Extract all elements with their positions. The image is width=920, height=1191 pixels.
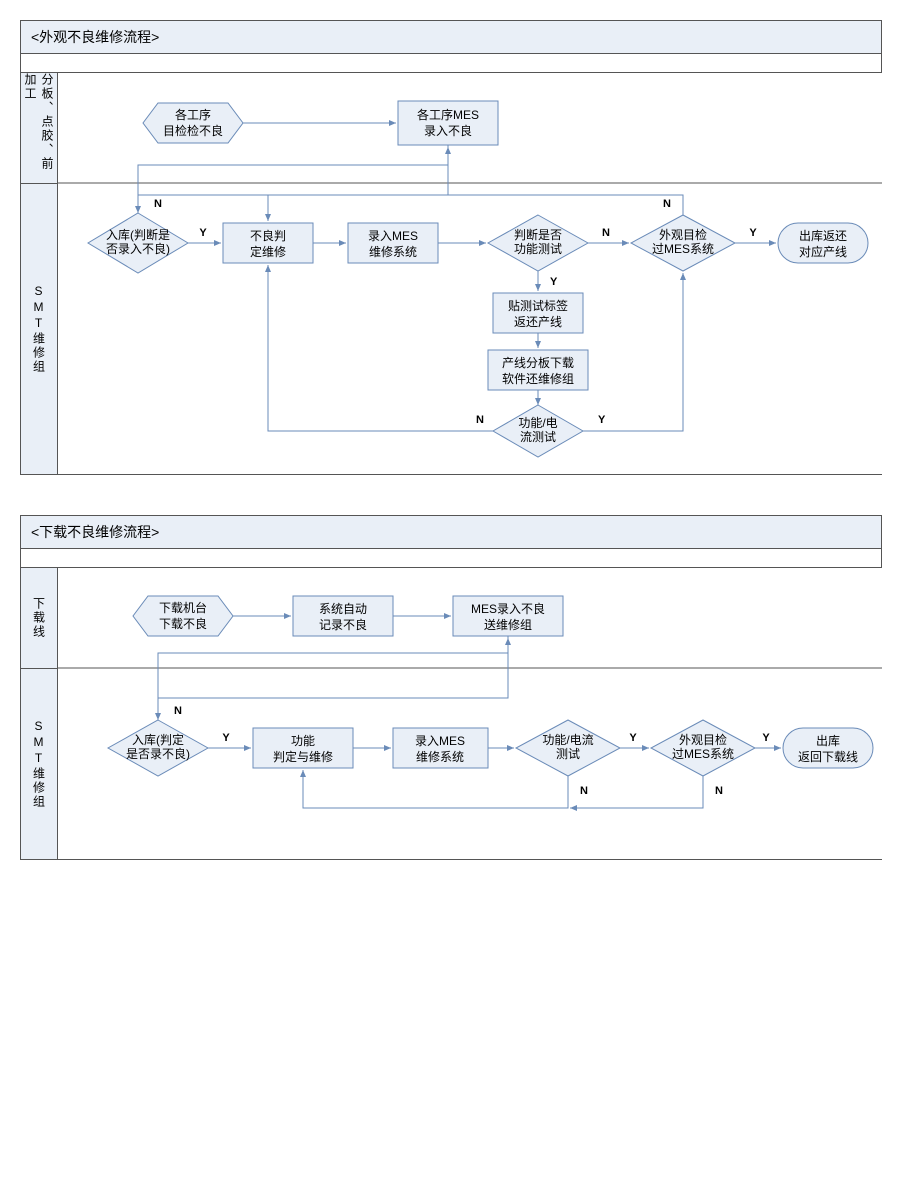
svg-text:测试: 测试 [556, 746, 580, 761]
svg-text:功能测试: 功能测试 [514, 241, 562, 256]
node-m3: MES录入不良 送维修组 [453, 596, 563, 636]
svg-text:录入MES: 录入MES [368, 229, 418, 243]
svg-text:不良判: 不良判 [250, 228, 286, 243]
svg-text:过MES系统: 过MES系统 [672, 747, 734, 761]
svg-text:维修系统: 维修系统 [369, 244, 417, 259]
node-m7: 功能/电流 测试 [516, 720, 620, 776]
flowchart-appearance-defect: <外观不良维修流程> 分板、点胶、前加工 SMT维修组 各工序 [20, 20, 882, 475]
svg-text:软件还维修组: 软件还维修组 [502, 371, 574, 386]
svg-text:N: N [174, 705, 182, 717]
svg-text:N: N [663, 198, 671, 210]
svg-text:N: N [602, 227, 610, 239]
flowchart-download-defect: <下载不良维修流程> 下载线 SMT维修组 下载机台 下载不良 [20, 515, 882, 860]
svg-text:外观目检: 外观目检 [679, 732, 727, 747]
node-n3: 入库(判断是 否录入不良) [88, 213, 188, 273]
svg-text:功能/电流: 功能/电流 [542, 733, 593, 747]
diagram2-title: <下载不良维修流程> [21, 516, 881, 549]
svg-text:N: N [580, 785, 588, 797]
svg-text:入库(判断是: 入库(判断是 [106, 227, 170, 242]
node-n8: 出库返还 对应产线 [778, 223, 868, 263]
svg-text:定维修: 定维修 [250, 244, 286, 259]
node-n10: 产线分板下载 软件还维修组 [488, 350, 588, 390]
node-m2: 系统自动 记录不良 [293, 596, 393, 636]
svg-text:Y: Y [199, 227, 207, 239]
svg-text:各工序MES: 各工序MES [417, 107, 479, 122]
svg-text:过MES系统: 过MES系统 [652, 242, 714, 256]
node-n5: 录入MES 维修系统 [348, 223, 438, 263]
lane-label-1a: 分板、点胶、前加工 [21, 73, 58, 184]
svg-text:录入不良: 录入不良 [424, 123, 472, 138]
svg-text:出库返还: 出库返还 [799, 228, 847, 243]
node-m1: 下载机台 下载不良 [133, 596, 233, 636]
node-m6: 录入MES 维修系统 [393, 728, 488, 768]
svg-text:流测试: 流测试 [520, 429, 556, 444]
svg-text:N: N [715, 785, 723, 797]
svg-text:Y: Y [598, 414, 606, 426]
svg-text:Y: Y [550, 276, 558, 288]
svg-text:Y: Y [629, 732, 637, 744]
svg-text:维修系统: 维修系统 [416, 749, 464, 764]
svg-text:MES录入不良: MES录入不良 [471, 601, 545, 616]
node-n11: 功能/电 流测试 [493, 405, 583, 457]
svg-text:判定与维修: 判定与维修 [273, 749, 333, 764]
svg-text:录入MES: 录入MES [415, 734, 465, 748]
lane-label-2a: 下载线 [21, 568, 58, 669]
svg-text:N: N [154, 198, 162, 210]
svg-text:贴测试标签: 贴测试标签 [508, 298, 568, 313]
node-m9: 出库 返回下载线 [783, 728, 873, 768]
svg-text:系统自动: 系统自动 [319, 602, 367, 616]
node-m8: 外观目检 过MES系统 [651, 720, 755, 776]
lane-label-1b: SMT维修组 [21, 184, 58, 474]
svg-text:返还产线: 返还产线 [514, 315, 562, 329]
svg-text:Y: Y [762, 732, 770, 744]
diagram2-svg: 下载机台 下载不良 系统自动 记录不良 MES录入不良 送维修组 [58, 568, 882, 858]
svg-text:送维修组: 送维修组 [484, 617, 532, 632]
svg-text:外观目检: 外观目检 [659, 227, 707, 242]
node-n9: 贴测试标签 返还产线 [493, 293, 583, 333]
diagram1-title: <外观不良维修流程> [21, 21, 881, 54]
svg-text:功能/电: 功能/电 [518, 416, 557, 430]
node-n7: 外观目检 过MES系统 [631, 215, 735, 271]
svg-text:记录不良: 记录不良 [319, 617, 367, 632]
lane-label-2b: SMT维修组 [21, 669, 58, 859]
svg-text:返回下载线: 返回下载线 [798, 750, 858, 764]
svg-text:下载机台: 下载机台 [159, 600, 207, 615]
diagram2-spacer [21, 549, 881, 568]
svg-text:下载不良: 下载不良 [159, 616, 207, 631]
node-n4: 不良判 定维修 [223, 223, 313, 263]
svg-text:各工序: 各工序 [175, 107, 211, 122]
svg-text:产线分板下载: 产线分板下载 [502, 356, 574, 370]
svg-text:功能: 功能 [291, 734, 315, 748]
svg-text:对应产线: 对应产线 [799, 244, 847, 259]
svg-text:N: N [476, 414, 484, 426]
node-n6: 判断是否 功能测试 [488, 215, 588, 271]
diagram1-svg: 各工序 目检检不良 各工序MES 录入不良 入库(判断是 [58, 73, 882, 473]
svg-text:否录入不良): 否录入不良) [106, 241, 170, 256]
svg-text:Y: Y [749, 227, 757, 239]
node-n1: 各工序 目检检不良 [143, 103, 243, 143]
svg-text:是否录不良): 是否录不良) [126, 746, 190, 761]
node-m5: 功能 判定与维修 [253, 728, 353, 768]
svg-text:Y: Y [222, 732, 230, 744]
svg-text:目检检不良: 目检检不良 [163, 123, 223, 138]
svg-text:入库(判定: 入库(判定 [132, 732, 184, 747]
svg-text:判断是否: 判断是否 [514, 227, 562, 242]
svg-text:出库: 出库 [816, 733, 840, 748]
diagram1-spacer [21, 54, 881, 73]
node-n2: 各工序MES 录入不良 [398, 101, 498, 145]
node-m4: 入库(判定 是否录不良) [108, 720, 208, 776]
